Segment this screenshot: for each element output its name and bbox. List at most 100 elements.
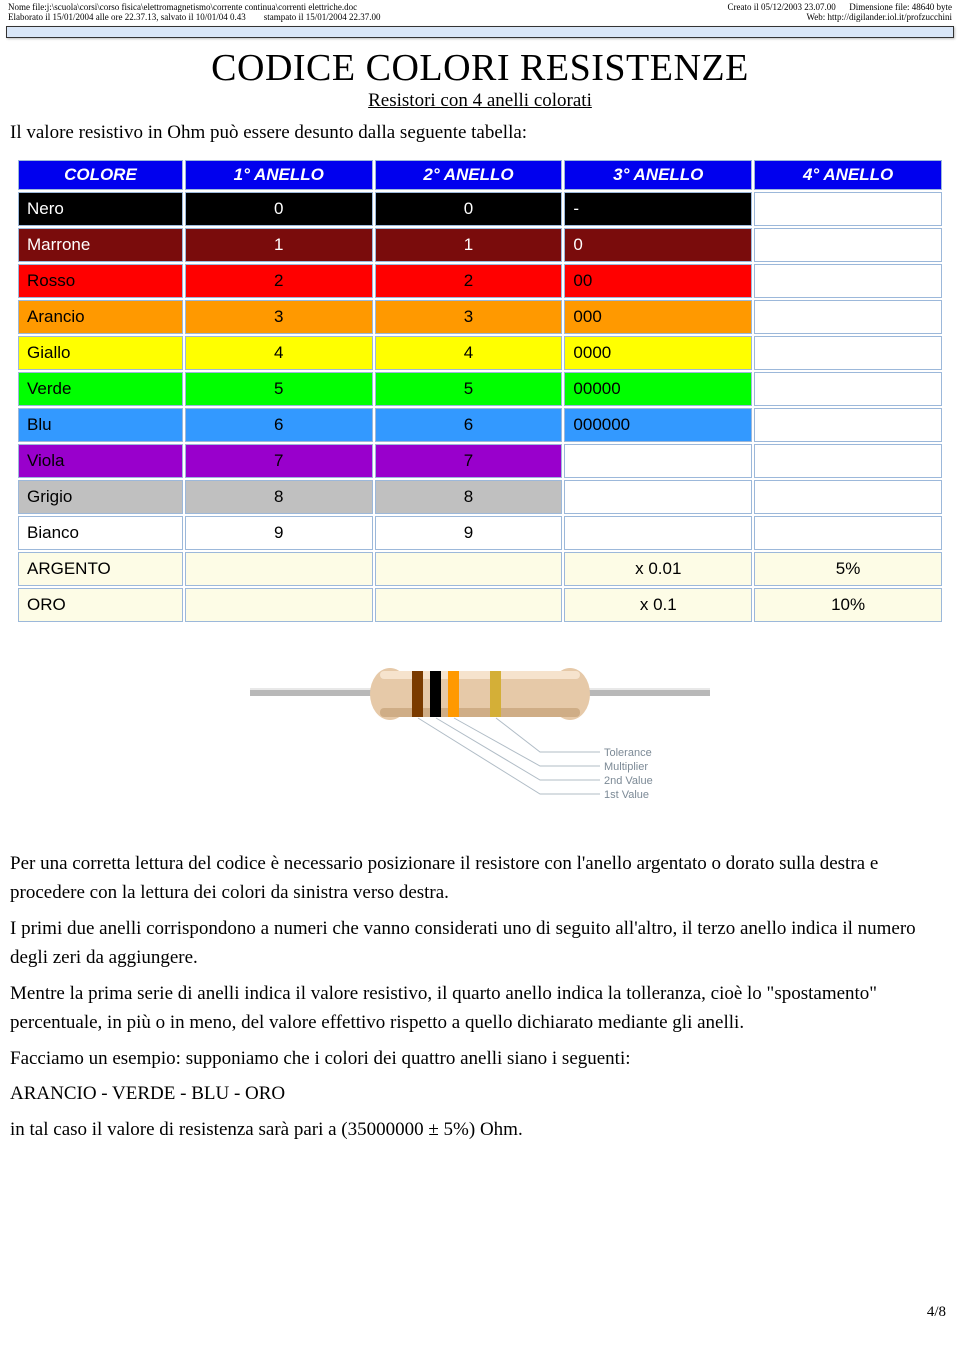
- table-row: ARGENTO x 0.015%: [18, 552, 942, 586]
- page-title: CODICE COLORI RESISTENZE: [0, 46, 960, 90]
- cell-anello-3: [564, 444, 752, 478]
- legend-multiplier: Multiplier: [604, 761, 648, 773]
- table-row: ORO x 0.110%: [18, 588, 942, 622]
- cell-anello-3: [564, 480, 752, 514]
- th-anello-2: 2° ANELLO: [375, 160, 563, 190]
- band-3: [448, 671, 459, 717]
- table-row: Grigio88: [18, 480, 942, 514]
- cell-anello-4: [754, 372, 942, 406]
- cell-color-name: Marrone: [18, 228, 183, 262]
- th-anello-3: 3° ANELLO: [564, 160, 752, 190]
- table-row: Marrone110: [18, 228, 942, 262]
- table-row: Blu66000000: [18, 408, 942, 442]
- intro-text: Il valore resistivo in Ohm può essere de…: [10, 122, 950, 144]
- cell-anello-4: [754, 480, 942, 514]
- legend-1st-value: 1st Value: [604, 789, 649, 801]
- band-4: [490, 671, 501, 717]
- cell-anello-2: 6: [375, 408, 563, 442]
- legend-lines: [418, 718, 600, 794]
- paragraph-4: Facciamo un esempio: supponiamo che i co…: [10, 1044, 950, 1073]
- cell-anello-1: [185, 552, 373, 586]
- table-row: Rosso2200: [18, 264, 942, 298]
- cell-color-name: Blu: [18, 408, 183, 442]
- paragraph-6: in tal caso il valore di resistenza sarà…: [10, 1115, 950, 1144]
- meta-size: Dimensione file: 48640 byte: [849, 2, 952, 12]
- table-row: Giallo440000: [18, 336, 942, 370]
- cell-color-name: Viola: [18, 444, 183, 478]
- cell-anello-1: 7: [185, 444, 373, 478]
- table-header-row: COLORE 1° ANELLO 2° ANELLO 3° ANELLO 4° …: [18, 160, 942, 190]
- table-row: Verde5500000: [18, 372, 942, 406]
- cell-anello-4: 10%: [754, 588, 942, 622]
- page-subtitle: Resistori con 4 anelli colorati: [0, 90, 960, 112]
- cell-anello-4: [754, 336, 942, 370]
- table-row: Viola77: [18, 444, 942, 478]
- cell-anello-2: [375, 552, 563, 586]
- cell-anello-3: 0: [564, 228, 752, 262]
- cell-anello-1: 3: [185, 300, 373, 334]
- table-row: Arancio33000: [18, 300, 942, 334]
- cell-anello-3: 000000: [564, 408, 752, 442]
- cell-color-name: Grigio: [18, 480, 183, 514]
- cell-anello-1: 8: [185, 480, 373, 514]
- cell-color-name: Verde: [18, 372, 183, 406]
- cell-anello-4: [754, 516, 942, 550]
- cell-anello-3: 00000: [564, 372, 752, 406]
- cell-anello-4: [754, 192, 942, 226]
- cell-anello-3: x 0.1: [564, 588, 752, 622]
- cell-anello-4: [754, 300, 942, 334]
- cell-color-name: Rosso: [18, 264, 183, 298]
- cell-anello-3: 000: [564, 300, 752, 334]
- cell-anello-2: 0: [375, 192, 563, 226]
- cell-anello-2: [375, 588, 563, 622]
- cell-color-name: Nero: [18, 192, 183, 226]
- th-anello-4: 4° ANELLO: [754, 160, 942, 190]
- meta-path: Nome file:j:\scuola\corsi\corso fisica\e…: [8, 2, 357, 12]
- page-number: 4/8: [0, 1304, 946, 1321]
- cell-anello-2: 2: [375, 264, 563, 298]
- legend-2nd-value: 2nd Value: [604, 775, 653, 787]
- cell-anello-4: [754, 228, 942, 262]
- th-anello-1: 1° ANELLO: [185, 160, 373, 190]
- meta-elaborated: Elaborato il 15/01/2004 alle ore 22.37.1…: [8, 12, 246, 22]
- meta-created: Creato il 05/12/2003 23.07.00: [728, 2, 836, 12]
- cell-color-name: ORO: [18, 588, 183, 622]
- cell-color-name: ARGENTO: [18, 552, 183, 586]
- cell-anello-3: [564, 516, 752, 550]
- band-2: [430, 671, 441, 717]
- cell-anello-2: 5: [375, 372, 563, 406]
- cell-anello-3: x 0.01: [564, 552, 752, 586]
- cell-color-name: Arancio: [18, 300, 183, 334]
- cell-anello-3: -: [564, 192, 752, 226]
- cell-anello-4: [754, 444, 942, 478]
- resistor-body: [370, 668, 590, 720]
- legend-tolerance: Tolerance: [604, 747, 652, 759]
- table-row: Bianco99: [18, 516, 942, 550]
- cell-anello-1: 4: [185, 336, 373, 370]
- cell-anello-2: 8: [375, 480, 563, 514]
- paragraph-3: Mentre la prima serie di anelli indica i…: [10, 979, 950, 1038]
- banner-box: [6, 26, 954, 38]
- cell-anello-1: 5: [185, 372, 373, 406]
- cell-anello-3: 00: [564, 264, 752, 298]
- cell-anello-1: 2: [185, 264, 373, 298]
- cell-anello-1: 1: [185, 228, 373, 262]
- resistor-figure: Tolerance Multiplier 2nd Value 1st Value: [0, 644, 960, 819]
- cell-anello-1: 9: [185, 516, 373, 550]
- cell-anello-2: 3: [375, 300, 563, 334]
- cell-anello-2: 7: [375, 444, 563, 478]
- paragraph-2: I primi due anelli corrispondono a numer…: [10, 914, 950, 973]
- paragraph-5: ARANCIO - VERDE - BLU - ORO: [10, 1079, 950, 1108]
- cell-anello-1: 6: [185, 408, 373, 442]
- cell-color-name: Giallo: [18, 336, 183, 370]
- cell-anello-2: 9: [375, 516, 563, 550]
- cell-anello-2: 4: [375, 336, 563, 370]
- th-colore: COLORE: [18, 160, 183, 190]
- table-row: Nero00-: [18, 192, 942, 226]
- cell-anello-2: 1: [375, 228, 563, 262]
- paragraph-1: Per una corretta lettura del codice è ne…: [10, 849, 950, 908]
- cell-color-name: Bianco: [18, 516, 183, 550]
- cell-anello-4: 5%: [754, 552, 942, 586]
- cell-anello-4: [754, 264, 942, 298]
- band-1: [412, 671, 423, 717]
